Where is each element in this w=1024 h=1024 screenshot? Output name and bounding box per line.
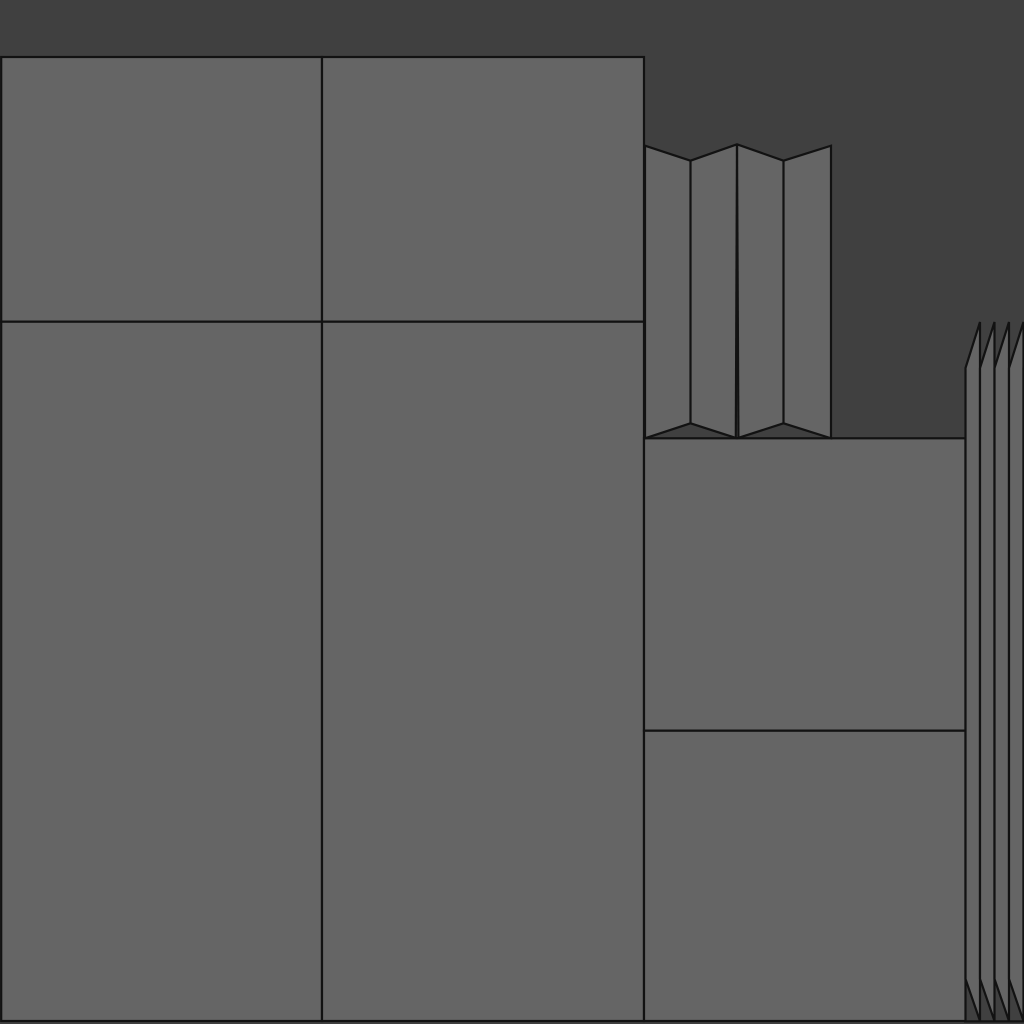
panel-right-upper[interactable]	[642, 437, 967, 732]
panel-top-middle[interactable]	[320, 55, 646, 323]
thin-sheet-1[interactable]	[964, 321, 982, 1022]
thin-sheet-4[interactable]	[1007, 321, 1024, 1022]
panel-right-lower[interactable]	[642, 729, 967, 1023]
thin-sheet-3[interactable]	[993, 321, 1011, 1022]
panel-top-left[interactable]	[0, 55, 324, 323]
fold-crease-peak-right-edge	[735, 144, 740, 439]
panel-bottom-left[interactable]	[0, 320, 324, 1023]
panel-group	[0, 55, 1024, 1023]
thin-sheet-2[interactable]	[978, 321, 996, 1022]
panel-bottom-middle[interactable]	[320, 320, 646, 1023]
